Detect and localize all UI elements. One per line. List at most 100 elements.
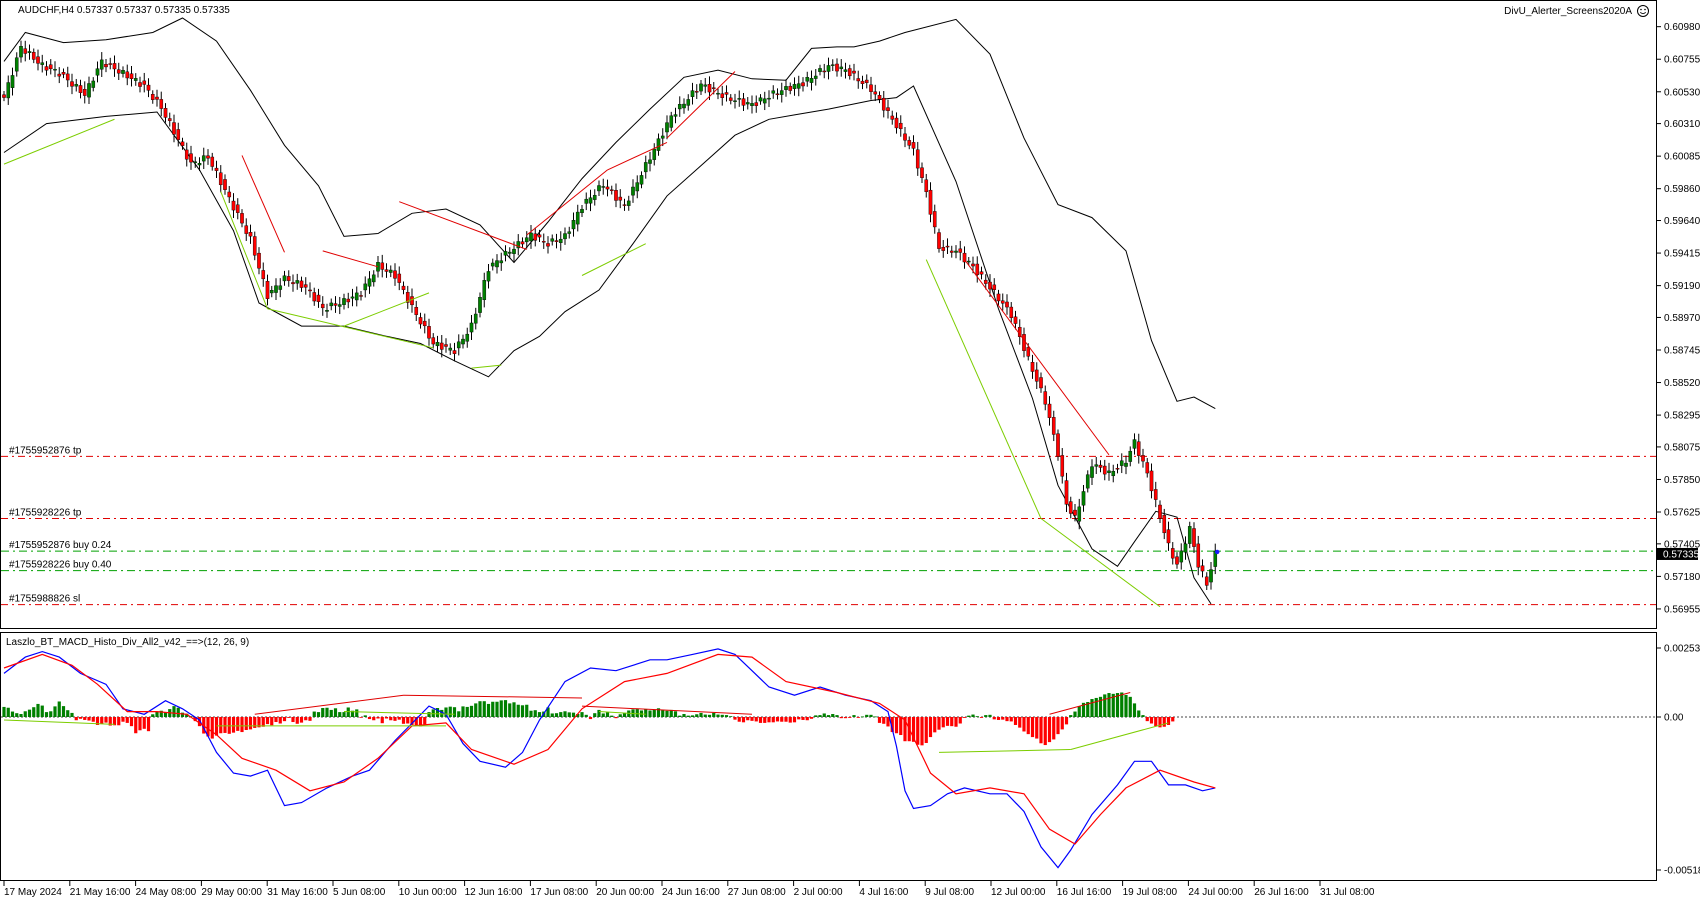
histogram-bar-positive (486, 703, 491, 717)
candle-bear (928, 189, 933, 215)
histogram-bar-negative (809, 717, 814, 719)
histogram-bar-negative (1145, 717, 1149, 722)
histogram-bar-positive (520, 705, 525, 717)
histogram-bar-positive (831, 714, 835, 717)
current-price-marker (1657, 547, 1698, 560)
histogram-bar-positive (32, 707, 36, 717)
histogram-bar-negative (418, 717, 423, 727)
candle-bear (235, 204, 240, 213)
candle-bear (694, 91, 699, 93)
candle-bear (299, 280, 304, 288)
candle-bull (1081, 491, 1086, 506)
divergence-line-bull (267, 308, 434, 349)
histogram-bar-positive (652, 709, 656, 717)
histogram-bar-positive (593, 713, 597, 717)
candle-bull (354, 292, 359, 301)
histogram-bar-negative (1060, 717, 1064, 730)
candle-bear (915, 149, 920, 169)
histogram-bar-positive (338, 712, 342, 717)
histogram-bar-positive (1137, 710, 1141, 717)
histogram-bar-positive (580, 712, 584, 717)
histogram-bar-positive (699, 712, 703, 717)
histogram-bar-positive (703, 714, 707, 717)
price-pane[interactable] (0, 0, 1657, 629)
histogram-bar-negative (91, 717, 95, 722)
histogram-bar-negative (741, 717, 746, 723)
histogram-bar-positive (644, 709, 648, 717)
candle-bear (1196, 543, 1201, 568)
time-tick-label: 27 Jun 08:00 (728, 887, 786, 898)
candle-bear (546, 243, 550, 247)
histogram-bar-negative (359, 717, 363, 718)
histogram-bar-positive (180, 712, 185, 717)
histogram-bar-positive (576, 714, 580, 717)
candle-bear (554, 240, 559, 242)
candle-bull (567, 231, 572, 234)
candle-bull (350, 296, 355, 299)
candle-bear (741, 98, 746, 106)
candle-bull (592, 194, 597, 200)
candle-bull (792, 84, 797, 89)
candle-bull (652, 148, 657, 160)
histogram-bar-positive (53, 706, 57, 717)
candle-bear (1022, 334, 1026, 351)
candle-bear (431, 337, 436, 345)
candle-bear (346, 298, 351, 303)
histogram-bar-positive (457, 711, 461, 717)
histogram-bar-positive (669, 709, 673, 717)
histogram-bar-negative (240, 717, 244, 733)
divergence-line-bull (220, 191, 268, 309)
histogram-bar-positive (967, 715, 971, 717)
histogram-bar-positive (525, 704, 529, 717)
candle-bear (754, 102, 759, 106)
macd-divergence-layer (3, 692, 1169, 753)
histogram-bar-negative (928, 717, 933, 738)
candle-bear (1073, 509, 1077, 516)
histogram-bar-positive (537, 712, 542, 717)
histogram-bar-negative (291, 717, 295, 723)
histogram-bar-positive (478, 701, 482, 717)
macd-divergence-line-bull (1070, 722, 1169, 750)
histogram-bar-positive (512, 702, 516, 717)
candle-bear (992, 284, 997, 290)
time-axis-layer: 17 May 2024 21 May 16:00 24 May 08:00 29 Ma… (3, 881, 1375, 898)
candle-bear (189, 153, 193, 163)
price-tick-label: 0.59860 (1664, 184, 1700, 195)
candle-bear (788, 85, 793, 91)
price-tick-label: 0.60755 (1664, 55, 1700, 66)
histogram-bar-negative (1162, 717, 1166, 727)
histogram-bar-positive (1111, 693, 1115, 717)
candle-bull (805, 77, 810, 82)
macd-pane[interactable] (0, 632, 1657, 881)
histogram-bar-positive (346, 707, 350, 717)
candle-bull (648, 159, 652, 164)
histogram-bar-negative (95, 717, 100, 725)
histogram-bar-positive (873, 716, 877, 718)
candle-bull (367, 278, 372, 287)
histogram-bar-negative (614, 717, 618, 719)
histogram-bar-negative (962, 717, 967, 718)
candle-bear (1175, 556, 1179, 565)
histogram-bar-positive (151, 714, 155, 717)
price-tick-label: 0.58745 (1664, 345, 1700, 356)
histogram-bar-negative (278, 717, 282, 724)
histogram-bar-positive (971, 714, 975, 717)
histogram-bar-negative (1018, 717, 1022, 728)
candle-bear (852, 70, 856, 74)
price-tick-label: 0.59190 (1664, 281, 1700, 292)
candle-bear (1145, 462, 1150, 474)
histogram-bar-positive (975, 716, 979, 717)
macd-divergence-line-bull (343, 711, 455, 715)
candle-bull (19, 46, 23, 58)
histogram-bar-positive (661, 709, 665, 717)
candle-bull (665, 122, 669, 133)
histogram-bar-negative (1154, 717, 1158, 727)
candle-bull (580, 208, 584, 214)
candle-bull (733, 100, 737, 102)
histogram-bar-negative (380, 717, 384, 724)
histogram-bar-positive (172, 706, 176, 717)
histogram-bar-positive (49, 711, 53, 717)
candle-bull (784, 86, 788, 90)
histogram-bar-positive (1120, 692, 1124, 717)
histogram-bar-positive (724, 715, 729, 717)
